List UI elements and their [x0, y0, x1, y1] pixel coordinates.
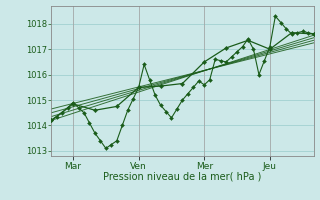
X-axis label: Pression niveau de la mer( hPa ): Pression niveau de la mer( hPa ) — [103, 172, 261, 182]
